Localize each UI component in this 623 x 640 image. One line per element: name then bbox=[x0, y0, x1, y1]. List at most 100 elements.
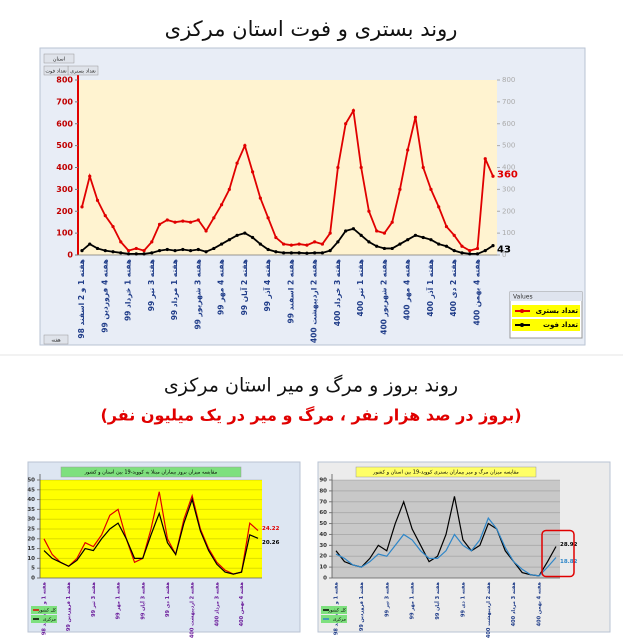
legend-label: تعداد بستری bbox=[536, 307, 579, 315]
point bbox=[382, 231, 387, 235]
y-tick-label: 10 bbox=[27, 556, 35, 562]
point bbox=[437, 205, 441, 209]
section-subtitle: (بروز در صد هزار نفر ، مرگ و میر در یک م… bbox=[100, 406, 521, 425]
point bbox=[227, 187, 231, 191]
y2-tick-label: 100 bbox=[502, 229, 515, 237]
chart-title: مقایسه میزان بروز بیماران مبتلا به کووید… bbox=[84, 470, 218, 476]
x-tick-label: هفته 3 شهریور 99 bbox=[193, 259, 202, 330]
y-tick-label: 70 bbox=[319, 499, 327, 505]
point bbox=[475, 252, 480, 256]
field-button-label: هفته bbox=[51, 338, 61, 344]
y-tick-label: 200 bbox=[56, 207, 73, 216]
point bbox=[359, 165, 363, 170]
chart-title-box bbox=[60, 466, 242, 478]
y-tick-label: 100 bbox=[56, 229, 73, 238]
point bbox=[173, 220, 177, 224]
field-button[interactable] bbox=[43, 53, 75, 64]
chart-title: مقایسه میزان مرگ و میر بیماران بستری کوو… bbox=[372, 469, 519, 476]
point bbox=[344, 122, 348, 126]
point bbox=[219, 242, 224, 246]
point bbox=[421, 165, 425, 170]
y-tick-label: 30 bbox=[319, 543, 327, 549]
y2-tick-label: 600 bbox=[502, 120, 515, 128]
point bbox=[375, 244, 379, 248]
point bbox=[243, 144, 247, 148]
point bbox=[188, 249, 193, 253]
y-tick-label: 25 bbox=[27, 527, 35, 533]
legend-label: تعداد فوت bbox=[543, 321, 578, 329]
y-tick-label: 40 bbox=[27, 497, 35, 503]
y2-tick-label: 400 bbox=[502, 164, 515, 172]
series-line bbox=[335, 496, 557, 577]
series-line bbox=[43, 491, 259, 575]
point bbox=[258, 242, 262, 246]
legend-label: کل کشور bbox=[327, 608, 346, 614]
x-tick-label: هفته 2 اسفند 99 bbox=[286, 259, 295, 323]
point bbox=[266, 216, 270, 220]
x-tick-label: هفته 1 آذر 400 bbox=[425, 259, 435, 317]
point bbox=[289, 243, 293, 247]
plot-area bbox=[78, 80, 497, 255]
end-value-label: 18.82 bbox=[560, 559, 578, 565]
point bbox=[351, 227, 356, 231]
legend-bg bbox=[512, 305, 580, 317]
point bbox=[142, 249, 146, 253]
legend-label: مرکزی bbox=[333, 617, 347, 623]
point bbox=[126, 252, 131, 256]
x-tick-label: هفته 1 مهر 99 bbox=[410, 581, 416, 619]
y-tick-label: 5 bbox=[31, 566, 35, 572]
chart-title-box bbox=[355, 466, 537, 478]
y-tick-label: 50 bbox=[319, 521, 327, 527]
point bbox=[258, 196, 262, 200]
point bbox=[126, 249, 131, 253]
point bbox=[305, 243, 309, 247]
point bbox=[282, 251, 286, 255]
x-tick-label: هفته 1 فروردین 99 bbox=[66, 581, 72, 631]
field-button[interactable] bbox=[43, 65, 69, 76]
point bbox=[103, 249, 107, 253]
end-value-label: 20.26 bbox=[262, 540, 280, 546]
point bbox=[196, 218, 200, 222]
y-tick-label: 700 bbox=[56, 97, 73, 106]
point bbox=[219, 203, 224, 207]
point bbox=[134, 252, 138, 256]
point bbox=[313, 240, 317, 244]
x-tick-label: هفته 1 فروردین 99 bbox=[359, 581, 365, 631]
field-button[interactable] bbox=[43, 334, 69, 345]
point bbox=[95, 246, 100, 251]
point bbox=[119, 251, 123, 255]
x-tick-label: هفته 3 مرداد 400 bbox=[214, 581, 220, 626]
x-tick-label: هفته 3 تیر 99 bbox=[384, 581, 390, 616]
point bbox=[235, 233, 239, 237]
point bbox=[173, 249, 177, 253]
point bbox=[460, 244, 464, 248]
y-tick-label: 80 bbox=[319, 488, 327, 494]
point bbox=[243, 231, 247, 235]
x-tick-label: هفته 2 اردیبهشت 400 bbox=[190, 581, 196, 638]
page-title: روند بستری و فوت استان مرکزی bbox=[165, 17, 458, 41]
y-tick-label: 40 bbox=[319, 532, 327, 538]
point bbox=[274, 250, 278, 254]
x-tick-label: هفته 4 بهمن 400 bbox=[537, 581, 543, 626]
x-tick-label: هفته 3 آبان 99 bbox=[138, 581, 146, 619]
point bbox=[429, 187, 433, 191]
x-tick-label: هفته 2 دی 400 bbox=[449, 259, 458, 317]
x-tick-label: هفته 1 خرداد 99 bbox=[124, 259, 133, 321]
point bbox=[204, 229, 208, 233]
point bbox=[491, 243, 495, 248]
point bbox=[165, 247, 169, 252]
legend-header bbox=[510, 292, 582, 301]
highlight bbox=[541, 529, 575, 578]
x-tick-label: هفته 1 مهر 99 bbox=[116, 581, 122, 619]
point bbox=[80, 249, 84, 253]
point bbox=[336, 240, 340, 244]
point bbox=[375, 229, 379, 233]
legend-label: مرکزی bbox=[43, 617, 57, 623]
x-tick-label: هفته 3 تیر 99 bbox=[91, 581, 97, 616]
x-tick-label: هفته 3 آبان 99 bbox=[433, 581, 441, 619]
point bbox=[421, 235, 425, 240]
y2-tick-label: 300 bbox=[502, 185, 515, 193]
x-tick-label: هفته 3 خرداد 400 bbox=[333, 259, 342, 326]
point bbox=[344, 229, 348, 233]
